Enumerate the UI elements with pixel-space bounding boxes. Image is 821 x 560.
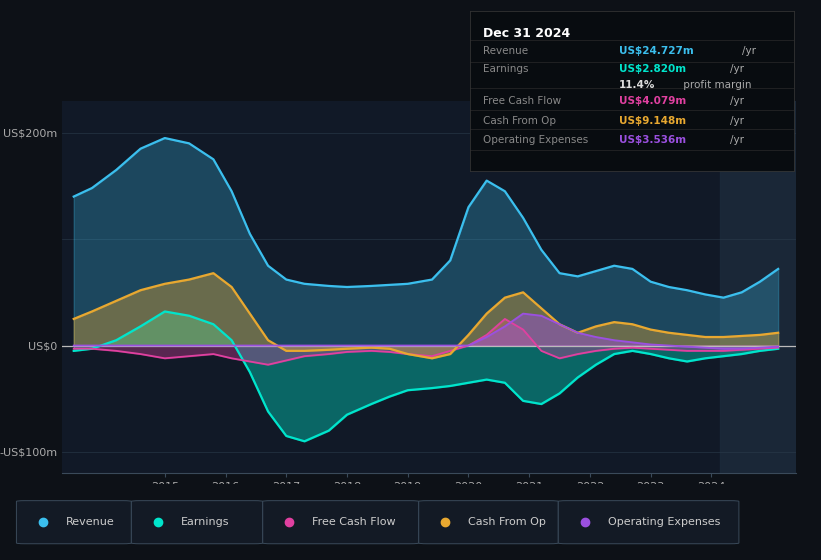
Text: Free Cash Flow: Free Cash Flow xyxy=(312,517,396,527)
Text: Revenue: Revenue xyxy=(483,46,528,56)
Text: Operating Expenses: Operating Expenses xyxy=(483,136,588,146)
Text: profit margin: profit margin xyxy=(681,81,752,90)
Text: /yr: /yr xyxy=(730,64,744,74)
Text: US$9.148m: US$9.148m xyxy=(619,116,686,127)
Text: Earnings: Earnings xyxy=(483,64,528,74)
Text: Free Cash Flow: Free Cash Flow xyxy=(483,96,561,106)
FancyBboxPatch shape xyxy=(419,501,558,544)
Text: /yr: /yr xyxy=(730,136,744,146)
Text: US$24.727m: US$24.727m xyxy=(619,46,694,56)
FancyBboxPatch shape xyxy=(263,501,419,544)
Text: US$2.820m: US$2.820m xyxy=(619,64,686,74)
Text: Cash From Op: Cash From Op xyxy=(468,517,546,527)
FancyBboxPatch shape xyxy=(131,501,263,544)
FancyBboxPatch shape xyxy=(558,501,739,544)
Text: Revenue: Revenue xyxy=(66,517,114,527)
Text: 11.4%: 11.4% xyxy=(619,81,655,90)
FancyBboxPatch shape xyxy=(16,501,131,544)
Bar xyxy=(721,101,796,473)
Text: Dec 31 2024: Dec 31 2024 xyxy=(483,27,570,40)
Text: US$4.079m: US$4.079m xyxy=(619,96,686,106)
Text: Earnings: Earnings xyxy=(181,517,229,527)
Text: Cash From Op: Cash From Op xyxy=(483,116,556,127)
Text: /yr: /yr xyxy=(742,46,756,56)
Text: /yr: /yr xyxy=(730,96,744,106)
Text: US$3.536m: US$3.536m xyxy=(619,136,686,146)
Text: /yr: /yr xyxy=(730,116,744,127)
Text: Operating Expenses: Operating Expenses xyxy=(608,517,720,527)
